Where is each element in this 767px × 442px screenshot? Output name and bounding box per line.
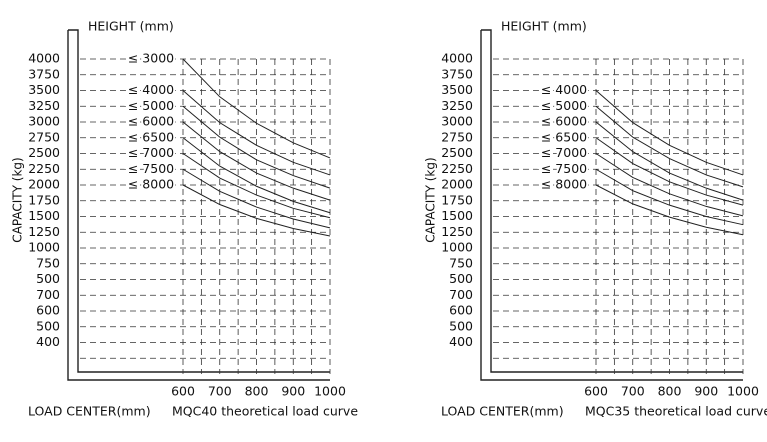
y-tick-label: 3000	[441, 114, 473, 129]
legend-label: ≤ 8000	[541, 177, 587, 192]
y-tick-label: 1000	[441, 240, 473, 255]
legend-label: ≤ 5000	[541, 98, 587, 113]
y-tick-label: 500	[36, 318, 60, 333]
y-tick-label: 1000	[28, 240, 60, 255]
axis-frame	[480, 29, 743, 381]
y-tick-label: 2500	[441, 145, 473, 160]
y-tick-label: 1750	[441, 192, 473, 207]
x-tick-label: 900	[281, 384, 305, 399]
y-tick-label: 2250	[28, 161, 60, 176]
y-tick-label: 4000	[441, 51, 473, 66]
y-tick-label: 1250	[28, 224, 60, 239]
load-curve	[182, 105, 331, 189]
y-tick-label: 2750	[441, 129, 473, 144]
chart-title: MQC35 theoretical load curve	[585, 404, 767, 419]
axis-frame-inner	[490, 36, 743, 373]
y-tick-label: 3500	[28, 82, 60, 97]
legend-label: ≤ 6000	[541, 114, 587, 129]
legend-label: ≤ 4000	[541, 82, 587, 97]
y-tick-label: 500	[36, 271, 60, 286]
x-tick-label: 700	[208, 384, 232, 399]
y-tick-label: 3000	[28, 114, 60, 129]
x-tick-label: 1000	[727, 384, 759, 399]
y-tick-label: 400	[36, 334, 60, 349]
y-tick-label: 3500	[441, 82, 473, 97]
y-tick-label: 750	[36, 255, 60, 270]
load-curve	[595, 184, 744, 236]
legend-title: HEIGHT (mm)	[88, 19, 174, 34]
y-tick-label: 2750	[28, 129, 60, 144]
load-curve	[595, 105, 744, 188]
load-curve	[182, 137, 331, 214]
y-axis-label: CAPACITY (kg)	[424, 157, 438, 242]
x-tick-label: 800	[245, 384, 269, 399]
y-tick-label: 700	[36, 287, 60, 302]
y-tick-label: 600	[36, 303, 60, 318]
x-axis-label: LOAD CENTER(mm)	[441, 404, 564, 419]
load-curve	[182, 121, 331, 201]
legend-label: ≤ 8000	[128, 177, 174, 192]
y-tick-label: 1500	[441, 208, 473, 223]
legend-label: ≤ 6000	[128, 114, 174, 129]
load-curve	[182, 168, 331, 229]
y-tick-label: 3750	[441, 66, 473, 81]
y-tick-label: 1250	[441, 224, 473, 239]
legend-label: ≤ 4000	[128, 82, 174, 97]
axis-frame-inner	[77, 36, 330, 373]
y-axis-label: CAPACITY (kg)	[11, 157, 25, 242]
load-curve	[595, 90, 744, 176]
load-curve	[595, 168, 744, 226]
y-tick-label: 500	[449, 271, 473, 286]
legend-label: ≤ 7500	[541, 161, 587, 176]
legend-label: ≤ 6500	[541, 129, 587, 144]
load-curve	[182, 58, 331, 159]
y-tick-label: 500	[449, 318, 473, 333]
y-tick-label: 2000	[441, 177, 473, 192]
legend-label: ≤ 7000	[128, 145, 174, 160]
load-curve	[182, 90, 331, 176]
x-tick-label: 1000	[314, 384, 346, 399]
y-tick-label: 2250	[441, 161, 473, 176]
y-tick-label: 4000	[28, 51, 60, 66]
y-tick-label: 600	[449, 303, 473, 318]
legend-label: ≤ 3000	[128, 51, 174, 66]
y-tick-label: 2500	[28, 145, 60, 160]
y-tick-label: 1750	[28, 192, 60, 207]
x-tick-label: 600	[584, 384, 608, 399]
x-tick-label: 900	[694, 384, 718, 399]
x-tick-label: 800	[658, 384, 682, 399]
axis-frame	[67, 29, 330, 381]
x-tick-label: 600	[171, 384, 195, 399]
y-tick-label: 3250	[28, 98, 60, 113]
legend-label: ≤ 7000	[541, 145, 587, 160]
y-tick-label: 3750	[28, 66, 60, 81]
y-tick-label: 2000	[28, 177, 60, 192]
load-curve	[595, 121, 744, 201]
x-tick-label: 700	[621, 384, 645, 399]
load-curve	[182, 184, 331, 237]
load-curve	[595, 153, 744, 217]
legend-label: ≤ 6500	[128, 129, 174, 144]
y-tick-label: 1500	[28, 208, 60, 223]
load-curve	[182, 153, 331, 219]
y-tick-label: 400	[449, 334, 473, 349]
legend-title: HEIGHT (mm)	[501, 19, 587, 34]
y-tick-label: 750	[449, 255, 473, 270]
y-tick-label: 700	[449, 287, 473, 302]
x-axis-label: LOAD CENTER(mm)	[28, 404, 151, 419]
chart-title: MQC40 theoretical load curve	[172, 404, 358, 419]
load-curve	[595, 137, 744, 206]
legend-label: ≤ 5000	[128, 98, 174, 113]
legend-label: ≤ 7500	[128, 161, 174, 176]
y-tick-label: 3250	[441, 98, 473, 113]
